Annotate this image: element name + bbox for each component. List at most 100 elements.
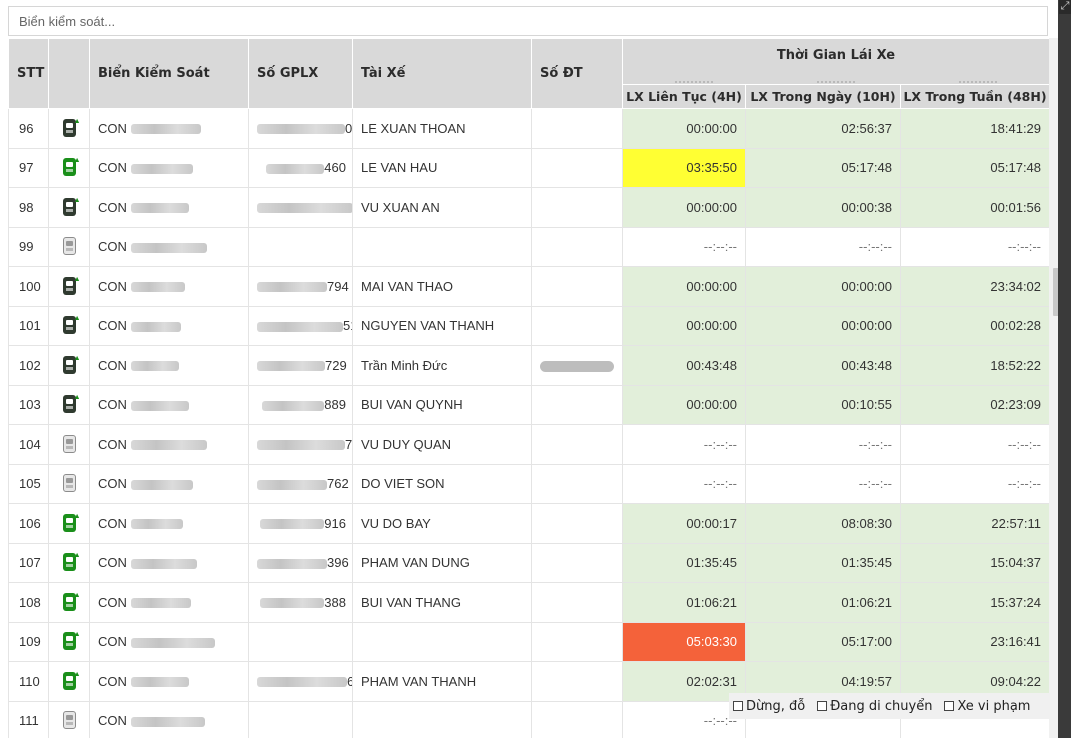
header-phone[interactable]: Số ĐT (531, 38, 623, 109)
cell-stt: 102 (8, 345, 49, 386)
vehicle-offline-icon: ▲ (62, 711, 76, 730)
cell-license (248, 226, 353, 267)
cell-plate: CON (89, 345, 249, 386)
cell-license (248, 621, 353, 662)
cell-driver: BUI VAN QUYNH (352, 384, 532, 425)
cell-weekly: 00:01:56 (899, 187, 1051, 228)
header-weekly[interactable]: LX Trong Tuần (48H) (899, 84, 1051, 109)
header-status (48, 38, 90, 109)
vehicle-offline-icon: ▲ (62, 474, 76, 493)
cell-status: ▲ (48, 542, 90, 583)
legend-violation[interactable]: Xe vi phạm (944, 699, 1030, 714)
cell-weekly: --:--:-- (899, 226, 1051, 267)
cell-phone (531, 305, 623, 346)
table-row[interactable]: 98 ▲ CON771VU XUAN AN 00:00:0000:00:3800:01… (8, 187, 1051, 228)
cell-continuous: 00:43:48 (622, 345, 746, 386)
vehicle-stopped-icon: ▲ (62, 355, 81, 375)
cell-phone (531, 582, 623, 623)
cell-daily: 02:56:37 (745, 108, 901, 149)
cell-daily: --:--:-- (745, 463, 901, 504)
cell-driver: DO VIET SON (352, 463, 532, 504)
scrollbar-thumb[interactable] (1053, 268, 1058, 316)
cell-stt: 109 (8, 621, 49, 662)
cell-driver: BUI VAN THANG (352, 582, 532, 623)
cell-status: ▲ (48, 226, 90, 267)
cell-status: ▲ (48, 147, 90, 188)
cell-plate: CON (89, 187, 249, 228)
header-stt[interactable]: STT (8, 38, 49, 109)
cell-weekly: 15:37:24 (899, 582, 1051, 623)
header-continuous[interactable]: LX Liên Tục (4H) (622, 84, 746, 109)
table-row[interactable]: 100 ▲ CON 794 MAI VAN THAO 00:00:00 00:00:00 23… (8, 266, 1051, 307)
header-daily[interactable]: LX Trong Ngày (10H) (745, 84, 901, 109)
table-row[interactable]: 107 ▲ CON 396 PHAM VAN DUNG 01:35:45 01:35:45 1… (8, 542, 1051, 583)
cell-continuous: 00:00:00 (622, 384, 746, 425)
cell-daily: 00:00:00 (745, 305, 901, 346)
cell-status: ▲ (48, 582, 90, 623)
cell-continuous: 03:35:50 (622, 147, 746, 188)
table-row[interactable]: 99▲CON--:--:----:--:----:--:-- (8, 226, 1051, 267)
cell-daily: 01:35:45 (745, 542, 901, 583)
table-row[interactable]: 109 ▲ CON 05:03:30 05:17:00 23:16:41 (8, 621, 1051, 662)
checkbox-stopped[interactable] (733, 701, 743, 711)
header-plate[interactable]: Biển Kiểm Soát (89, 38, 249, 109)
cell-daily: 00:00:00 (745, 266, 901, 307)
cell-driver: PHAM VAN THANH (352, 661, 532, 702)
header-driver[interactable]: Tài Xế (352, 38, 532, 109)
cell-plate: CON (89, 226, 249, 267)
cell-continuous: 05:03:30 (622, 621, 746, 662)
table-row[interactable]: 104▲CON783VU DUY QUAN--:--:----:--:----:… (8, 424, 1051, 465)
cell-daily: 00:10:55 (745, 384, 901, 425)
cell-status: ▲ (48, 108, 90, 149)
table-row[interactable]: 102 ▲ CON 729 Trần Minh Đức 00:43:48 00:43:48 1… (8, 345, 1051, 386)
checkbox-violation[interactable] (944, 701, 955, 711)
cell-stt: 105 (8, 463, 49, 504)
cell-plate: CON (89, 305, 249, 346)
vehicle-moving-icon: ▲ (62, 631, 81, 651)
plate-search-input[interactable] (8, 6, 1048, 36)
cell-continuous: 00:00:00 (622, 187, 746, 228)
cell-weekly: --:--:-- (899, 463, 1051, 504)
close-icon[interactable]: ⤢ (1059, 0, 1071, 14)
cell-phone (531, 187, 623, 228)
cell-stt: 101 (8, 305, 49, 346)
table-row[interactable]: 97 ▲ CON 460 LE VAN HAU 03:35:50 05:17:48 05:17… (8, 147, 1051, 188)
cell-continuous: --:--:-- (622, 700, 746, 738)
cell-status: ▲ (48, 503, 90, 544)
vehicle-stopped-icon: ▲ (62, 315, 81, 335)
header-license[interactable]: Số GPLX (248, 38, 353, 109)
table-row[interactable]: 108 ▲ CON 388 BUI VAN THANG 01:06:21 01:06:21 1… (8, 582, 1051, 623)
legend-moving[interactable]: Đang di chuyển (817, 699, 932, 714)
cell-driver: Trần Minh Đức (352, 345, 532, 386)
cell-license: 771 (248, 187, 353, 228)
cell-driver (352, 700, 532, 738)
cell-weekly: 22:57:11 (899, 503, 1051, 544)
cell-phone (531, 463, 623, 504)
cell-driver (352, 621, 532, 662)
cell-weekly: --:--:-- (899, 424, 1051, 465)
vehicle-moving-icon: ▲ (62, 552, 81, 572)
table-row[interactable]: 110▲CON635PHAM VAN THANH02:02:3104:19:57… (8, 661, 1051, 702)
cell-weekly: 18:52:22 (899, 345, 1051, 386)
cell-stt: 106 (8, 503, 49, 544)
cell-stt: 107 (8, 542, 49, 583)
cell-driver: VU DO BAY (352, 503, 532, 544)
cell-phone (531, 503, 623, 544)
legend-stopped[interactable]: Dừng, đỗ (733, 699, 805, 714)
cell-status: ▲ (48, 700, 90, 738)
table-row[interactable]: 103 ▲ CON 889 BUI VAN QUYNH 00:00:00 00:10:55 0… (8, 384, 1051, 425)
cell-plate: CON (89, 661, 249, 702)
table-row[interactable]: 101 ▲ CON514NGUYEN VAN THANH 00:00:0000:00:… (8, 305, 1051, 346)
cell-daily: 01:06:21 (745, 582, 901, 623)
scrollbar-track[interactable] (1049, 38, 1058, 738)
cell-weekly: 02:23:09 (899, 384, 1051, 425)
table-row[interactable]: 106 ▲ CON 916 VU DO BAY 00:00:17 08:08:30 22:57… (8, 503, 1051, 544)
cell-phone (531, 266, 623, 307)
table-row[interactable]: 96 ▲ CON060LE XUAN THOAN 00:00:0002:56:3718… (8, 108, 1051, 149)
cell-status: ▲ (48, 661, 90, 702)
cell-plate: CON (89, 621, 249, 662)
checkbox-moving[interactable] (817, 701, 828, 711)
cell-license: 762 (248, 463, 353, 504)
